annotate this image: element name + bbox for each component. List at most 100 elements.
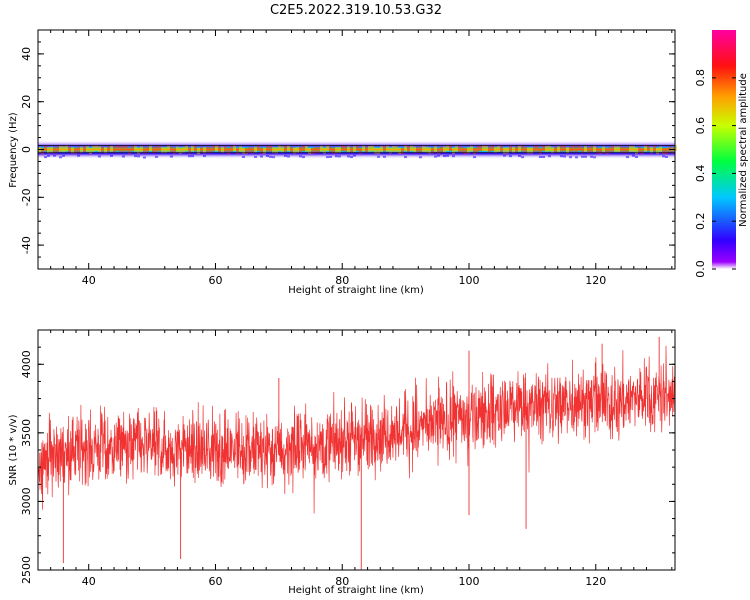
spectral-band-segment: [386, 145, 389, 152]
spectrogram-x-tick-label: 40: [82, 274, 96, 287]
spectrogram-y-tick-label: -40: [20, 236, 33, 254]
spectral-band-segment: [317, 147, 320, 154]
spectral-band-segment: [80, 146, 83, 153]
spectral-band-segment: [107, 146, 110, 153]
spectral-band-segment: [665, 147, 668, 154]
snr-ticks: 40 60 80 100 120 2500 3000 3500 4000: [20, 329, 675, 588]
snr-panel: 40 60 80 100 120 2500 3000 3500 4000 Height of s…: [8, 329, 676, 596]
spectral-band-noise: [632, 154, 635, 157]
spectral-band-segment: [89, 147, 92, 154]
spectral-band-segment: [596, 147, 599, 154]
spectral-band-segment: [536, 145, 539, 152]
spectral-band-noise: [143, 156, 146, 159]
spectral-band-noise: [542, 156, 545, 159]
spectral-band-segment: [590, 146, 593, 153]
spectral-band-segment: [155, 146, 158, 153]
spectral-band-segment: [194, 145, 197, 152]
spectral-band-segment: [527, 147, 530, 154]
spectral-band-segment: [644, 145, 647, 152]
spectral-band-segment: [593, 146, 596, 153]
spectral-band-segment: [272, 147, 275, 154]
spectral-band-noise: [260, 155, 263, 158]
spectral-band-segment: [302, 145, 305, 152]
spectral-band-segment: [230, 146, 233, 153]
spectral-band-segment: [47, 147, 50, 154]
spectral-band-segment: [140, 146, 143, 153]
spectral-band-segment: [128, 147, 131, 154]
spectral-band-segment: [488, 146, 491, 153]
spectral-band-segment: [62, 146, 65, 153]
spectral-band-segment: [671, 147, 674, 154]
spectral-band-segment: [173, 147, 176, 154]
spectral-band-noise: [548, 155, 551, 158]
spectral-band-noise: [434, 155, 437, 158]
spectral-band-segment: [539, 147, 542, 154]
spectral-band-noise: [662, 155, 665, 158]
spectral-band-segment: [431, 147, 434, 154]
spectral-band-segment: [197, 147, 200, 154]
spectral-band-segment: [296, 146, 299, 153]
spectral-band-noise: [137, 155, 140, 158]
spectral-band-noise: [446, 154, 449, 157]
spectral-band-segment: [356, 145, 359, 152]
colorbar-tick-label: 0.0: [694, 260, 707, 278]
spectral-band-noise: [122, 155, 125, 158]
spectral-band-segment: [209, 147, 212, 154]
spectral-band-segment: [281, 146, 284, 153]
spectral-band-noise: [590, 155, 593, 158]
spectral-band-segment: [620, 146, 623, 153]
spectral-band-segment: [290, 146, 293, 153]
spectral-band-segment: [512, 146, 515, 153]
spectral-band-segment: [428, 147, 431, 154]
spectral-band-segment: [293, 147, 296, 154]
spectral-band-segment: [329, 146, 332, 153]
spectral-band-segment: [614, 146, 617, 153]
spectral-band-segment: [146, 146, 149, 153]
spectral-band-segment: [53, 147, 56, 154]
spectral-band-segment: [212, 145, 215, 152]
colorbar-tick-label: 0.6: [694, 117, 707, 135]
spectral-band-noise: [509, 155, 512, 158]
spectral-band-segment: [188, 147, 191, 154]
spectral-band-noise: [539, 155, 542, 158]
spectral-band-segment: [419, 146, 422, 153]
spectral-band-segment: [560, 145, 563, 152]
spectral-band-segment: [503, 147, 506, 154]
spectral-band-noise: [170, 155, 173, 158]
spectral-band-noise: [347, 155, 350, 158]
spectral-band-segment: [632, 146, 635, 153]
spectral-band-segment: [260, 147, 263, 154]
spectral-band-segment: [239, 146, 242, 153]
spectral-band-segment: [314, 147, 317, 154]
spectral-band-segment: [137, 147, 140, 154]
spectral-band-noise: [503, 154, 506, 157]
spectral-band-noise: [299, 155, 302, 158]
spectral-band-segment: [584, 146, 587, 153]
spectral-band-segment: [416, 146, 419, 153]
spectral-band-segment: [641, 147, 644, 154]
snr-x-tick-label: 120: [585, 575, 606, 588]
snr-x-tick-label: 80: [335, 575, 349, 588]
spectral-band-segment: [497, 146, 500, 153]
spectral-band-noise: [326, 156, 329, 159]
spectral-band-segment: [218, 146, 221, 153]
spectral-band-segment: [104, 147, 107, 154]
spectral-band-segment: [95, 145, 98, 152]
snr-x-tick-label: 60: [208, 575, 222, 588]
spectral-band-segment: [149, 145, 152, 152]
spectral-band-noise: [584, 155, 587, 158]
spectral-band-noise: [284, 154, 287, 157]
spectral-band-noise: [437, 154, 440, 157]
spectral-band-noise: [44, 156, 47, 159]
spectral-band-segment: [335, 147, 338, 154]
spectral-band-segment: [323, 147, 326, 154]
spectral-band-segment: [647, 145, 650, 152]
spectrogram-x-tick-label: 80: [335, 274, 349, 287]
spectral-band-noise: [665, 155, 668, 158]
spectral-band-segment: [599, 147, 602, 154]
spectral-band-segment: [92, 145, 95, 152]
spectral-band-noise: [98, 155, 101, 158]
spectral-band-segment: [254, 146, 257, 153]
spectral-band-segment: [275, 147, 278, 154]
